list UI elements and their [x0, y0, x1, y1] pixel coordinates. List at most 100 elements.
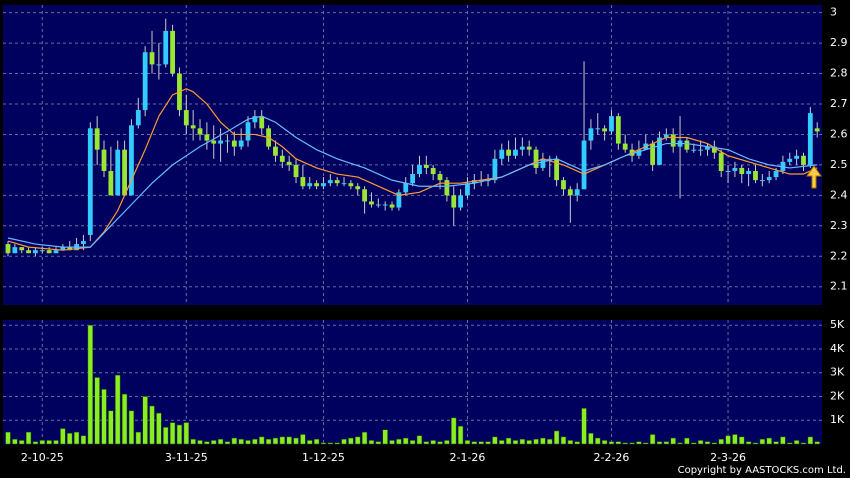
- volume-bar: [361, 431, 368, 445]
- volume-bar: [540, 437, 546, 445]
- candle-body: [300, 177, 306, 187]
- volume-bar: [608, 441, 615, 445]
- volume-bar: [622, 442, 628, 445]
- volume-bar: [533, 438, 539, 445]
- candle-body: [423, 164, 429, 168]
- candle-body: [115, 149, 121, 196]
- volume-bar: [265, 438, 272, 445]
- candle-body: [547, 158, 553, 160]
- candle-body: [540, 158, 546, 168]
- volume-bar: [725, 435, 731, 445]
- candle-body: [437, 174, 443, 181]
- candle-body: [87, 128, 93, 235]
- candle-body: [506, 149, 512, 156]
- volume-bar: [313, 438, 320, 445]
- volume-bar: [204, 441, 210, 445]
- x-tick-label: 2-10-25: [21, 451, 64, 464]
- candle-body: [746, 170, 752, 175]
- candle-body: [732, 167, 738, 171]
- candle-body: [183, 110, 189, 126]
- candle-body: [259, 116, 265, 129]
- volume-bar: [231, 437, 237, 445]
- volume-bar: [272, 437, 279, 445]
- candle-body: [26, 250, 31, 254]
- candle-body: [705, 146, 710, 150]
- y-tick-label: 2.8: [830, 67, 848, 80]
- candle-body: [334, 180, 340, 184]
- candle-body: [561, 180, 566, 190]
- volume-bar: [169, 422, 176, 445]
- volume-bar: [149, 405, 155, 445]
- volume-bar: [732, 434, 738, 445]
- candle-body: [574, 189, 580, 196]
- candle-body: [163, 30, 169, 65]
- candle-body: [94, 128, 100, 150]
- volume-bar: [519, 438, 525, 445]
- candle-body: [12, 247, 18, 254]
- volume-bar: [588, 433, 594, 445]
- candle-body: [567, 189, 573, 196]
- y2-tick-label: 2K: [830, 389, 845, 402]
- volume-bar: [629, 442, 635, 445]
- volume-bar: [704, 441, 711, 445]
- candle-body: [581, 140, 587, 190]
- volume-bar: [259, 436, 265, 445]
- volume-bar: [800, 442, 807, 445]
- candle-body: [444, 180, 450, 196]
- volume-bar: [773, 441, 779, 445]
- candle-body: [684, 140, 690, 150]
- y-tick-label: 2.3: [830, 219, 848, 232]
- candle-body: [513, 149, 518, 156]
- candle-body: [108, 170, 114, 196]
- y2-tick-label: 3K: [830, 366, 845, 379]
- candle-body: [519, 146, 525, 150]
- candle-body: [321, 183, 326, 187]
- x-tick-label: 3-11-25: [165, 451, 208, 464]
- volume-bar: [567, 440, 573, 445]
- candle-body: [554, 158, 560, 181]
- candle-body: [588, 128, 594, 141]
- candle-body: [739, 167, 745, 175]
- volume-bar: [252, 438, 258, 445]
- volume-bar: [663, 441, 669, 445]
- volume-bar: [423, 441, 429, 445]
- y-tick-label: 2.2: [830, 249, 848, 262]
- candle-body: [142, 52, 148, 111]
- volume-bar: [307, 440, 313, 445]
- volume-bar: [745, 441, 752, 445]
- volume-bar: [19, 440, 25, 445]
- candle-body: [218, 140, 223, 144]
- volume-bar: [492, 436, 498, 445]
- volume-bar: [245, 440, 251, 445]
- volume-bar: [547, 438, 553, 445]
- volume-bar: [32, 441, 39, 445]
- candle-body: [725, 170, 731, 172]
- volume-bar: [457, 425, 464, 445]
- y-tick-label: 2.4: [830, 188, 848, 201]
- volume-bar: [355, 436, 361, 445]
- arrow-marker: [806, 165, 822, 189]
- volume-bar: [183, 422, 189, 445]
- volume-bar: [382, 429, 388, 445]
- candle-body: [609, 116, 614, 132]
- candle-body: [362, 189, 367, 202]
- candle-body: [787, 158, 793, 162]
- candle-body: [458, 195, 464, 208]
- volume-bar: [691, 442, 697, 445]
- volume-bar: [197, 440, 203, 445]
- candle-body: [636, 149, 642, 156]
- volume-bar: [121, 393, 128, 445]
- volume-panel: [3, 320, 822, 444]
- candle-body: [348, 183, 354, 187]
- volume-bar: [60, 428, 66, 445]
- volume-bar: [334, 442, 340, 445]
- volume-bar: [766, 437, 772, 445]
- candle-body: [615, 116, 621, 144]
- price-panel: [3, 5, 822, 305]
- volume-bar: [80, 435, 87, 445]
- candle-body: [451, 195, 457, 208]
- candle-body: [156, 64, 162, 66]
- volume-bar: [156, 412, 162, 445]
- volume-bar: [444, 440, 450, 445]
- candle-body: [5, 244, 11, 254]
